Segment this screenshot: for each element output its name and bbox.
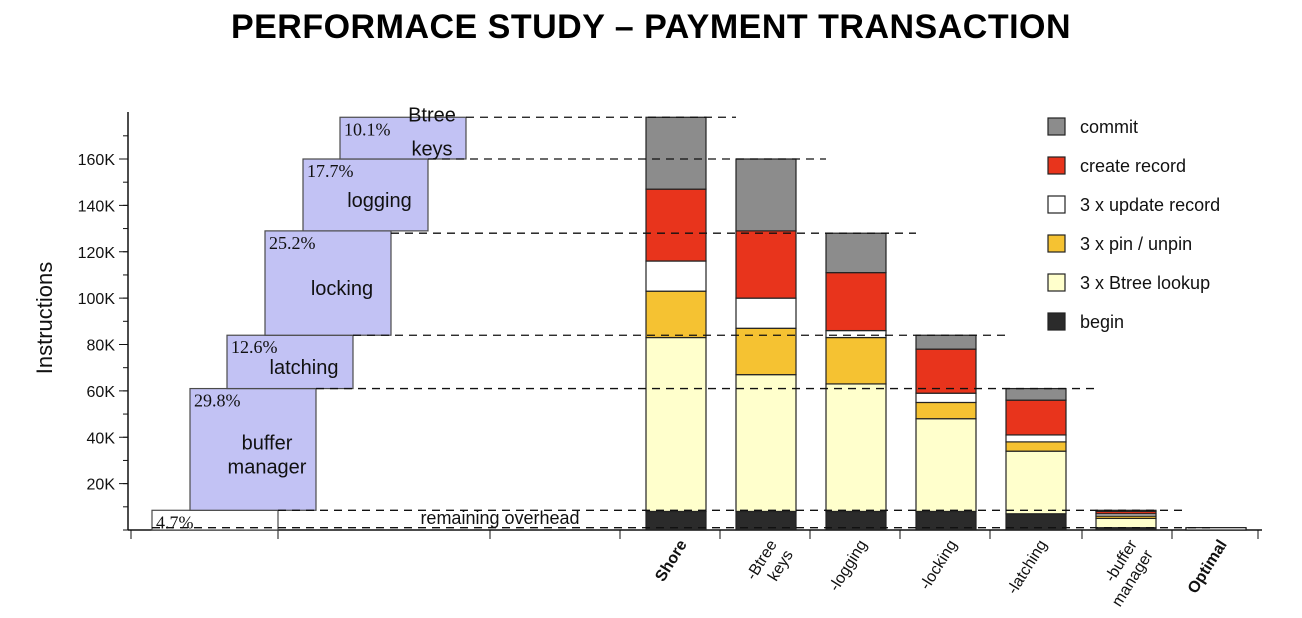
x-tick-label-line: -latching	[1004, 537, 1050, 597]
y-tick-label: 40K	[87, 430, 116, 447]
remaining-overhead-annotation: remaining overhead	[420, 508, 579, 528]
x-tick-label: -locking	[917, 537, 961, 593]
bar-segment-3-x-btree-lookup	[645, 336, 707, 513]
breakdown-percent: 4.7%	[156, 512, 194, 532]
bar-segment-3-x-pin-unpin	[915, 401, 977, 420]
x-tick-label-line: Optimal	[1185, 537, 1231, 597]
legend: commit create record 3 x update record 3 x …	[1047, 117, 1220, 332]
bar-segment-create-record	[1005, 399, 1067, 436]
bar-segment-create-record	[915, 348, 977, 394]
bar-segment-3-x-pin-unpin	[825, 336, 887, 385]
y-tick-label: 160K	[78, 152, 116, 169]
y-tick-label: 60K	[87, 384, 116, 401]
x-tick-label-line: -locking	[917, 537, 961, 593]
bar-segment-3-x-update-record	[825, 329, 887, 339]
bar-segment-commit	[915, 334, 977, 350]
breakdown-label: keys	[411, 138, 452, 160]
breakdown-label: buffer	[242, 432, 293, 454]
bar-segment-3-x-pin-unpin	[1005, 441, 1067, 452]
bar-segment-3-x-btree-lookup	[735, 374, 797, 513]
bar-segment-commit	[645, 116, 707, 190]
legend-label: create record	[1080, 156, 1186, 176]
breakdown-percent: 10.1%	[344, 119, 391, 139]
bar-segment-3-x-btree-lookup	[1005, 450, 1067, 515]
bar-segment-3-x-pin-unpin	[735, 327, 797, 376]
legend-swatch-create-record	[1047, 156, 1066, 175]
legend-label: 3 x pin / unpin	[1080, 234, 1192, 254]
breakdown-percent: 29.8%	[194, 391, 241, 411]
x-tick-label-line: -logging	[826, 537, 871, 594]
bars	[645, 116, 1247, 531]
y-tick-label: 120K	[78, 245, 116, 262]
legend-label: begin	[1080, 312, 1124, 332]
breakdown-box-btree-keys	[339, 116, 467, 160]
bar-segment-3-x-btree-lookup	[1095, 517, 1157, 529]
bar-segment-3-x-pin-unpin	[645, 290, 707, 339]
breakdown-label: latching	[270, 357, 339, 379]
breakdown-label: manager	[228, 456, 307, 478]
bar-segment-3-x-update-record	[735, 297, 797, 329]
legend-swatch-3-x-pin-unpin	[1047, 234, 1066, 253]
breakdown-box-latching	[226, 334, 354, 390]
legend-label: 3 x Btree lookup	[1080, 273, 1210, 293]
bar-segment-commit	[735, 158, 797, 232]
breakdown-box-buffer-manager	[189, 387, 317, 511]
bar-segment-3-x-btree-lookup	[915, 418, 977, 513]
y-axis-label: Instructions	[32, 262, 57, 375]
breakdown-label: locking	[311, 278, 373, 300]
guide-lines	[152, 116, 1216, 529]
breakdown-box-locking	[264, 230, 392, 336]
legend-swatch-3-x-update-record	[1047, 195, 1066, 214]
bar-segment-create-record	[825, 272, 887, 332]
bar-outline-optimal	[1185, 527, 1247, 531]
page-title: PERFORMACE STUDY – PAYMENT TRANSACTION	[230, 8, 1072, 46]
bar-segment-3-x-update-record	[915, 392, 977, 404]
bar-segment-commit	[825, 232, 887, 274]
y-tick-label: 80K	[87, 338, 116, 355]
legend-swatch-begin	[1047, 312, 1066, 331]
legend-swatch-commit	[1047, 117, 1066, 136]
breakdown-percent: 17.7%	[307, 161, 354, 181]
x-tick-label-line: Shore	[652, 537, 690, 585]
x-tick-label: Shore	[652, 537, 690, 585]
y-tick-label: 20K	[87, 477, 116, 494]
bar-segment-commit	[1005, 387, 1067, 401]
bar-segment-3-x-update-record	[1005, 434, 1067, 443]
bar-segment-create-record	[735, 230, 797, 299]
bar-segment-3-x-btree-lookup	[825, 383, 887, 513]
breakdown-label: Btree	[408, 104, 456, 126]
breakdown-box-logging	[302, 158, 429, 232]
x-tick-label: -latching	[1004, 537, 1050, 597]
bar-segment-create-record	[645, 188, 707, 262]
legend-label: 3 x update record	[1080, 195, 1220, 215]
legend-label: commit	[1080, 117, 1138, 137]
x-tick-label: -logging	[826, 537, 871, 594]
y-tick-label: 140K	[78, 198, 116, 215]
breakdown-percent: 25.2%	[269, 233, 316, 253]
legend-swatch-3-x-btree-lookup	[1047, 273, 1066, 292]
bar-segment-3-x-update-record	[645, 260, 707, 292]
y-tick-label: 100K	[78, 291, 116, 308]
breakdown-label: logging	[347, 190, 412, 212]
x-tick-label: Optimal	[1185, 537, 1231, 597]
breakdown-percent: 12.6%	[231, 337, 278, 357]
